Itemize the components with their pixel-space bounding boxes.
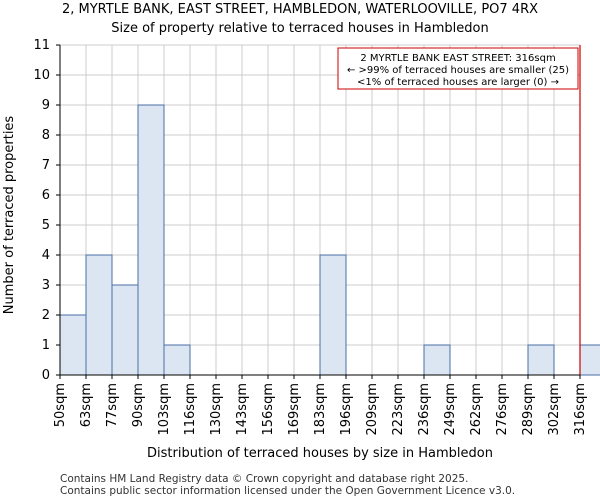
x-tick-label: 316sqm [573, 383, 588, 436]
x-tick-label: 223sqm [391, 383, 406, 436]
y-tick-label: 9 [42, 98, 50, 113]
chart-title: 2, MYRTLE BANK, EAST STREET, HAMBLEDON, … [62, 2, 538, 17]
bar-316sqm [579, 344, 600, 376]
y-tick-label: 2 [42, 308, 50, 323]
y-tick-label: 10 [33, 68, 50, 83]
x-tick-label: 63sqm [79, 383, 94, 427]
x-axis-label: Distribution of terraced houses by size … [147, 446, 493, 461]
y-tick-label: 1 [42, 338, 50, 353]
bar-77sqm [111, 284, 139, 376]
x-tick-label: 196sqm [339, 383, 354, 436]
x-tick-label: 116sqm [183, 383, 198, 436]
x-tick-label: 209sqm [365, 383, 380, 436]
x-tick-label: 276sqm [495, 383, 510, 436]
x-tick-label: 156sqm [261, 383, 276, 436]
y-tick-label: 4 [42, 248, 50, 263]
bar-63sqm [85, 254, 113, 376]
x-tick-labels: 50sqm 63sqm 77sqm 90sqm 103sqm 116sqm 130sqm 14… [53, 375, 588, 436]
y-tick-label: 0 [42, 368, 50, 383]
y-tick-label: 5 [42, 218, 50, 233]
bars [59, 104, 600, 376]
x-tick-label: 289sqm [521, 383, 536, 436]
y-tick-labels: 0 1 2 3 4 5 6 7 8 9 10 11 [33, 38, 60, 383]
bar-50sqm [59, 314, 87, 376]
bar-289sqm [527, 344, 555, 376]
annotation-line-2: ← >99% of terraced houses are smaller (2… [347, 65, 569, 76]
bar-103sqm [163, 344, 191, 376]
x-tick-label: 183sqm [313, 383, 328, 436]
footer-line-2: Contains public sector information licen… [60, 485, 515, 497]
x-tick-label: 169sqm [287, 383, 302, 436]
annotation-frame [337, 47, 579, 90]
y-tick-label: 6 [42, 188, 50, 203]
bar-236sqm [423, 344, 451, 376]
annotation-line-3: <1% of terraced houses are larger (0) → [357, 77, 559, 88]
y-tick-label: 11 [33, 38, 50, 53]
x-tick-label: 249sqm [443, 383, 458, 436]
x-tick-label: 77sqm [105, 383, 120, 427]
footer-line-1: Contains HM Land Registry data © Crown c… [60, 473, 468, 485]
y-tick-label: 7 [42, 158, 50, 173]
x-tick-label: 130sqm [209, 383, 224, 436]
annotation-line-1: 2 MYRTLE BANK EAST STREET: 316sqm [360, 53, 555, 64]
annotation-box: 2 MYRTLE BANK EAST STREET: 316sqm ← >99%… [337, 47, 579, 90]
x-tick-label: 103sqm [157, 383, 172, 436]
y-axis-label: Number of terraced properties [2, 116, 17, 315]
chart-subtitle: Size of property relative to terraced ho… [111, 21, 488, 36]
x-tick-label: 302sqm [547, 383, 562, 436]
x-tick-label: 236sqm [417, 383, 432, 436]
y-tick-label: 8 [42, 128, 50, 143]
y-tick-label: 3 [42, 278, 50, 293]
x-tick-label: 90sqm [131, 383, 146, 427]
x-tick-label: 262sqm [469, 383, 484, 436]
x-tick-label: 143sqm [235, 383, 250, 436]
bar-90sqm [137, 104, 165, 376]
bar-183sqm [319, 254, 347, 376]
x-tick-label: 50sqm [53, 383, 68, 427]
